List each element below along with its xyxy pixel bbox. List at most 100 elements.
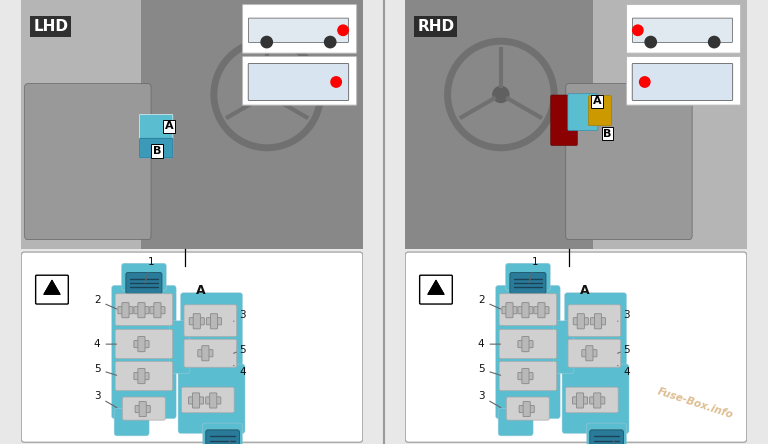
FancyBboxPatch shape [510,273,546,294]
FancyBboxPatch shape [210,393,217,408]
FancyBboxPatch shape [243,4,356,53]
FancyBboxPatch shape [406,252,746,442]
FancyBboxPatch shape [188,397,204,404]
FancyBboxPatch shape [419,275,452,304]
FancyBboxPatch shape [566,83,692,240]
FancyBboxPatch shape [139,401,146,416]
Text: 1: 1 [144,257,154,283]
Text: 4: 4 [478,339,501,349]
FancyBboxPatch shape [588,95,611,126]
FancyBboxPatch shape [206,430,240,444]
FancyBboxPatch shape [140,114,173,158]
Circle shape [633,25,643,36]
Text: 2: 2 [94,295,117,309]
FancyBboxPatch shape [123,397,165,420]
Text: A: A [593,96,601,107]
FancyBboxPatch shape [499,294,557,325]
FancyBboxPatch shape [126,273,162,294]
FancyBboxPatch shape [198,350,213,357]
Text: 4: 4 [617,365,630,377]
FancyBboxPatch shape [518,307,533,314]
FancyBboxPatch shape [565,387,618,413]
Text: 3: 3 [478,391,501,408]
Text: 5: 5 [233,345,246,355]
Text: 2: 2 [230,441,238,444]
Text: 2: 2 [478,295,501,309]
Text: 3: 3 [617,310,630,321]
Text: 3: 3 [94,391,117,408]
FancyBboxPatch shape [573,318,588,325]
Text: 1: 1 [0,443,1,444]
FancyBboxPatch shape [568,94,598,131]
FancyBboxPatch shape [505,263,551,291]
FancyBboxPatch shape [140,138,173,158]
FancyBboxPatch shape [519,405,535,412]
FancyBboxPatch shape [184,305,237,337]
FancyBboxPatch shape [138,337,145,352]
FancyBboxPatch shape [564,293,627,377]
FancyBboxPatch shape [121,263,167,291]
FancyBboxPatch shape [115,294,173,325]
FancyBboxPatch shape [522,303,529,318]
FancyBboxPatch shape [568,305,621,337]
Text: 5: 5 [478,364,501,375]
FancyBboxPatch shape [210,314,217,329]
Text: 4: 4 [233,365,246,377]
FancyBboxPatch shape [243,56,356,105]
Text: A: A [580,284,589,297]
FancyBboxPatch shape [180,293,243,377]
FancyBboxPatch shape [194,314,200,329]
FancyBboxPatch shape [572,397,588,404]
FancyBboxPatch shape [111,285,176,419]
Circle shape [338,25,348,36]
Text: 5: 5 [617,345,630,355]
FancyBboxPatch shape [591,318,605,325]
FancyBboxPatch shape [522,337,529,352]
FancyBboxPatch shape [154,303,161,318]
FancyBboxPatch shape [22,0,362,249]
FancyBboxPatch shape [193,393,200,408]
FancyBboxPatch shape [118,307,133,314]
FancyBboxPatch shape [122,303,129,318]
FancyBboxPatch shape [633,18,733,43]
FancyBboxPatch shape [114,408,149,436]
FancyBboxPatch shape [249,18,349,43]
Text: 1: 1 [0,443,1,444]
Circle shape [493,87,509,103]
FancyBboxPatch shape [594,393,601,408]
FancyBboxPatch shape [577,393,584,408]
FancyBboxPatch shape [207,318,221,325]
Text: 2: 2 [614,441,622,444]
FancyBboxPatch shape [138,369,145,384]
FancyBboxPatch shape [538,303,545,318]
FancyBboxPatch shape [203,423,243,444]
FancyBboxPatch shape [587,423,627,444]
FancyBboxPatch shape [507,397,549,420]
FancyBboxPatch shape [150,307,165,314]
FancyBboxPatch shape [134,373,149,380]
Circle shape [709,36,720,48]
Text: B: B [604,129,611,139]
FancyBboxPatch shape [181,387,234,413]
FancyBboxPatch shape [141,0,362,249]
FancyBboxPatch shape [632,63,733,100]
Text: B: B [153,146,161,156]
Text: 4: 4 [94,339,117,349]
FancyBboxPatch shape [502,307,517,314]
FancyBboxPatch shape [499,329,557,359]
FancyBboxPatch shape [134,341,149,348]
FancyBboxPatch shape [562,364,629,433]
FancyBboxPatch shape [523,401,530,416]
FancyBboxPatch shape [590,430,624,444]
FancyBboxPatch shape [206,397,221,404]
Circle shape [261,36,273,48]
Text: A: A [164,121,174,131]
FancyBboxPatch shape [568,339,621,367]
FancyBboxPatch shape [594,314,601,329]
FancyBboxPatch shape [115,329,173,359]
Circle shape [331,77,341,87]
FancyBboxPatch shape [138,303,145,318]
FancyBboxPatch shape [590,397,605,404]
Text: 3: 3 [233,310,246,321]
Text: LHD: LHD [33,19,68,34]
